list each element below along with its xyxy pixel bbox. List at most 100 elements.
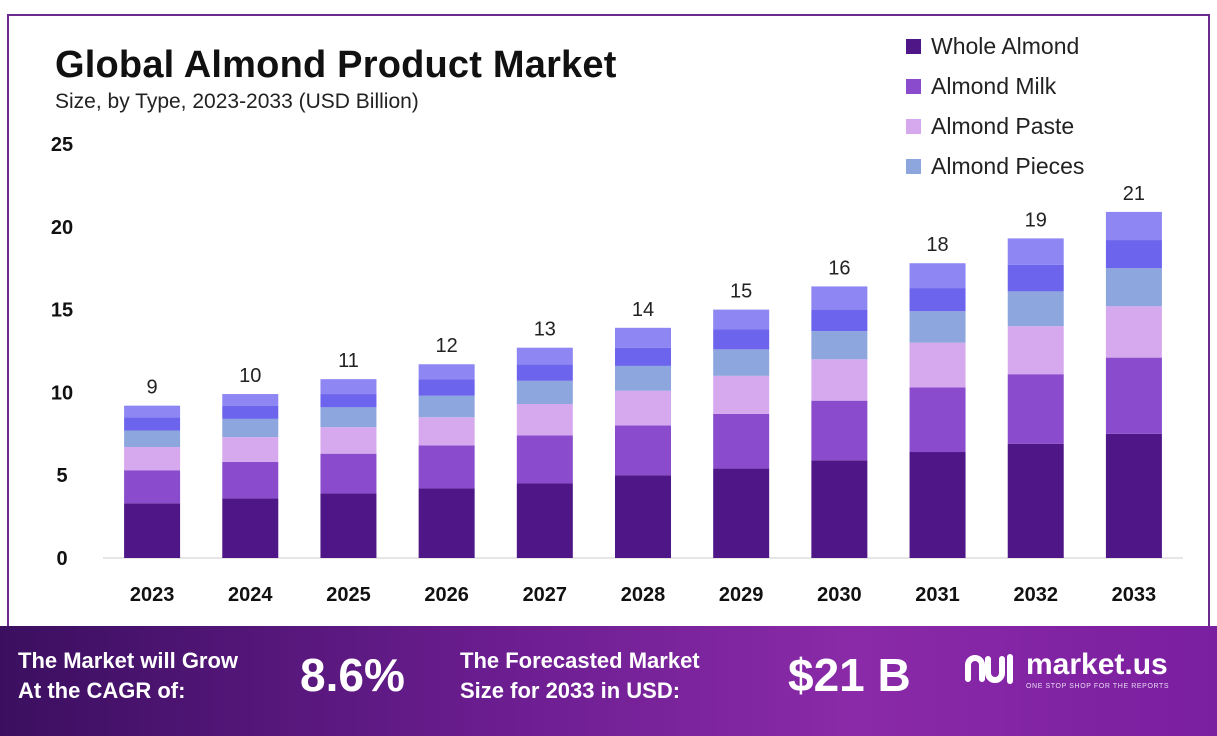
x-tick-label: 2031	[915, 584, 960, 606]
bar-total-label: 11	[338, 350, 359, 372]
x-tick-label: 2025	[326, 584, 371, 606]
bar-stack-2029	[713, 309, 770, 558]
bar-segment-2028-3	[615, 365, 671, 391]
bar-segment-2033-0	[1105, 433, 1162, 558]
bar-total-label: 13	[534, 319, 556, 341]
legend-swatch	[906, 78, 921, 94]
forecast-value: $21 B	[788, 649, 911, 701]
bar-segment-2024-4	[222, 405, 279, 419]
y-tick-label: 25	[51, 134, 73, 156]
bar-total-label: 10	[239, 365, 261, 387]
bar-segment-2031-4	[909, 288, 966, 312]
legend-label: Almond Pieces	[931, 152, 1085, 179]
bar-segment-2030-3	[811, 331, 868, 360]
forecast-label: The Forecasted Market Size for 2033 in U…	[460, 646, 700, 706]
bar-total-label: 14	[632, 299, 654, 321]
x-tick-label: 2024	[228, 584, 273, 606]
bar-segment-2029-1	[713, 413, 770, 469]
bar-segment-2029-0	[713, 468, 770, 558]
bar-segment-2023-3	[124, 430, 181, 448]
bar-segment-2028-5	[615, 327, 671, 348]
bar-segment-2031-1	[909, 387, 966, 453]
chart-title: Global Almond Product Market	[55, 44, 617, 86]
bar-segment-2026-5	[418, 364, 475, 380]
bar-stack-2026	[418, 364, 475, 558]
bar-segment-2025-4	[320, 394, 377, 408]
bar-segment-2027-1	[516, 435, 573, 484]
bar-segment-2025-3	[320, 407, 377, 428]
bar-segment-2024-0	[222, 498, 279, 558]
bar-stack-2032	[1007, 238, 1064, 558]
x-tick-label: 2033	[1112, 584, 1157, 606]
bar-segment-2023-5	[124, 405, 181, 418]
brand-tagline: ONE STOP SHOP FOR THE REPORTS	[1026, 683, 1170, 690]
forecast-label-line2: Size for 2033 in USD:	[460, 678, 681, 703]
bar-segment-2031-3	[909, 311, 966, 343]
bar-segment-2032-5	[1007, 238, 1064, 265]
legend-swatch	[906, 118, 921, 134]
bar-segment-2027-4	[516, 364, 573, 381]
legend-item-whole-almond: Whole Almond	[906, 26, 1084, 66]
bar-segment-2026-0	[418, 488, 475, 558]
bar-stack-2027	[516, 347, 573, 558]
bar-segment-2029-3	[713, 349, 770, 376]
bar-segment-2025-1	[320, 453, 377, 494]
bar-segment-2028-1	[615, 425, 671, 476]
legend-label: Almond Paste	[931, 112, 1075, 139]
legend: Whole Almond Almond Milk Almond Paste Al…	[906, 26, 1084, 186]
bar-segment-2032-4	[1007, 264, 1064, 292]
legend-label: Whole Almond	[931, 32, 1080, 59]
bar-stack-2031	[909, 263, 966, 558]
bar-segment-2023-1	[124, 470, 181, 504]
y-tick-label: 10	[51, 382, 73, 404]
bar-segment-2026-1	[418, 445, 475, 489]
legend-swatch	[906, 158, 921, 174]
forecast-label-line1: The Forecasted Market	[460, 648, 700, 673]
bar-segment-2027-5	[516, 347, 573, 365]
bar-segment-2029-2	[713, 375, 770, 414]
x-tick-label: 2030	[817, 584, 862, 606]
bar-total-label: 12	[436, 335, 458, 357]
cagr-label-line2: At the CAGR of:	[18, 678, 186, 703]
bar-stack-2028	[615, 327, 671, 558]
bar-segment-2032-3	[1007, 291, 1064, 327]
y-tick-label: 0	[56, 548, 67, 570]
bar-segment-2033-2	[1105, 306, 1162, 358]
y-tick-label: 20	[51, 217, 73, 239]
x-tick-label: 2029	[719, 584, 764, 606]
bar-segment-2031-5	[909, 263, 966, 289]
legend-item-almond-pieces: Almond Pieces	[906, 146, 1084, 186]
bar-segment-2024-2	[222, 437, 279, 462]
stacked-bar-chart: 0510152025920231020241120251220261320271…	[51, 134, 1183, 606]
bar-segment-2029-4	[713, 329, 770, 350]
bar-segment-2030-4	[811, 309, 868, 332]
footer-banner: The Market will Grow At the CAGR of: 8.6…	[0, 626, 1217, 736]
bar-segment-2030-1	[811, 400, 868, 461]
bar-total-label: 21	[1123, 183, 1145, 205]
bar-segment-2032-0	[1007, 443, 1064, 558]
bar-segment-2030-2	[811, 359, 868, 401]
bar-total-label: 19	[1025, 209, 1047, 231]
bar-stack-2024	[222, 394, 279, 558]
brand-logo: market.us ONE STOP SHOP FOR THE REPORTS	[962, 648, 1169, 690]
cagr-label-line1: The Market will Grow	[18, 648, 239, 673]
bar-segment-2031-2	[909, 342, 966, 388]
bar-stack-2030	[811, 286, 868, 558]
bar-segment-2023-4	[124, 417, 181, 431]
bar-segment-2033-3	[1105, 268, 1162, 307]
bar-segment-2033-4	[1105, 240, 1162, 269]
bar-total-label: 15	[730, 281, 752, 303]
bar-segment-2027-3	[516, 380, 573, 404]
bar-segment-2032-2	[1007, 326, 1064, 375]
bar-segment-2030-5	[811, 286, 868, 310]
bar-segment-2029-5	[713, 309, 770, 330]
bar-segment-2023-2	[124, 447, 181, 471]
bar-segment-2025-5	[320, 379, 377, 395]
bar-segment-2023-0	[124, 503, 181, 558]
bar-segment-2026-2	[418, 417, 475, 446]
y-tick-label: 5	[56, 465, 67, 487]
bar-stack-2023	[124, 405, 181, 558]
bar-segment-2030-0	[811, 460, 868, 558]
legend-label: Almond Milk	[931, 72, 1057, 99]
bar-total-label: 9	[147, 377, 158, 399]
